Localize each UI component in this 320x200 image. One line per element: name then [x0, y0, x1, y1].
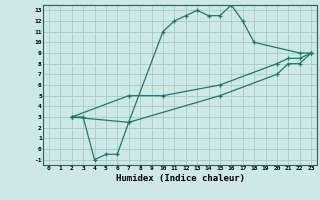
- X-axis label: Humidex (Indice chaleur): Humidex (Indice chaleur): [116, 174, 244, 183]
